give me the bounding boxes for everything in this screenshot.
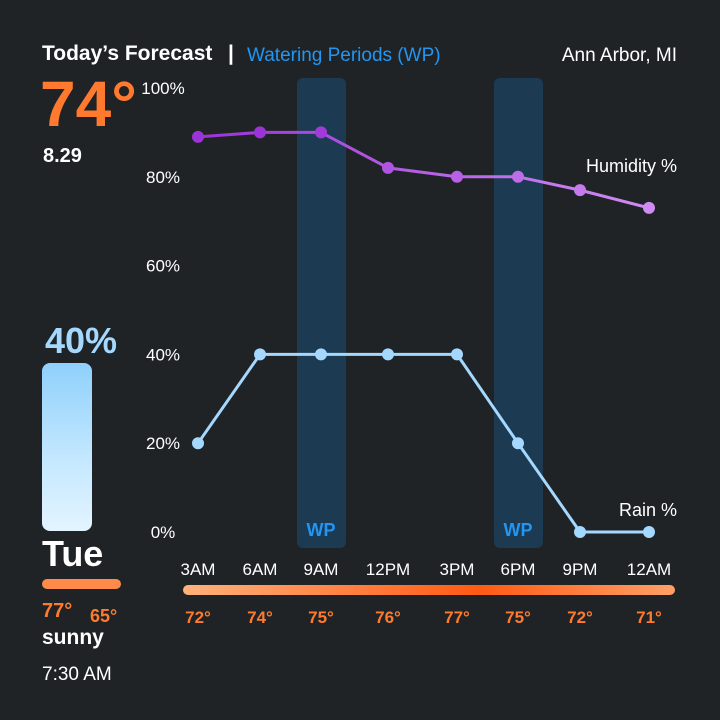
day-label: Tue	[42, 533, 104, 574]
x-tick-label: 3PM	[440, 560, 475, 579]
watering-period-band	[297, 78, 346, 548]
rain-point	[192, 437, 204, 450]
humidity-point	[512, 170, 524, 183]
humidity-line	[197, 130, 650, 210]
rain-point	[512, 437, 524, 450]
humidity-point	[574, 184, 586, 197]
rain-point	[315, 348, 327, 361]
day-underline	[42, 579, 121, 589]
humidity-point	[382, 161, 394, 174]
humidity-point	[315, 126, 327, 139]
hourly-temperature-label: 74°	[247, 608, 273, 627]
hourly-temperature-label: 75°	[308, 608, 334, 627]
x-tick-label: 12AM	[627, 560, 671, 579]
rain-point	[254, 348, 266, 361]
hourly-temperature-label: 72°	[567, 608, 593, 627]
hourly-temperature-bar	[183, 585, 675, 595]
current-time: 7:30 AM	[42, 664, 112, 685]
rain-line	[196, 352, 649, 534]
hourly-temperature-label: 76°	[375, 608, 401, 627]
humidity-point	[643, 201, 655, 214]
watering-period-label: WP	[307, 520, 336, 540]
watering-period-label: WP	[504, 520, 533, 540]
humidity-series-label: Humidity %	[586, 156, 677, 176]
watering-period-band	[494, 78, 543, 548]
humidity-point	[254, 126, 266, 139]
rain-series-label: Rain %	[619, 500, 677, 520]
x-tick-label: 6AM	[243, 560, 278, 579]
x-tick-label: 9AM	[304, 560, 339, 579]
current-temperature: 74°	[40, 68, 137, 140]
rain-point	[451, 348, 463, 361]
page-title: Today’s Forecast	[42, 42, 213, 65]
y-tick-label: 20%	[146, 434, 180, 453]
rain-point	[382, 348, 394, 361]
x-tick-label: 3AM	[181, 560, 216, 579]
humidity-point	[192, 130, 204, 143]
y-tick-label: 100%	[141, 79, 184, 98]
watering-periods-legend: Watering Periods (WP)	[247, 45, 441, 66]
high-temperature: 77°	[42, 600, 73, 622]
pressure-value: 8.29	[43, 145, 82, 167]
rain-point	[643, 526, 655, 538]
rain-point	[574, 526, 586, 538]
y-tick-label: 80%	[146, 168, 180, 187]
rain-chance-bar	[42, 363, 92, 531]
humidity-point	[451, 170, 463, 183]
x-tick-label: 12PM	[366, 560, 410, 579]
hourly-temperature-label: 77°	[444, 608, 470, 627]
y-tick-label: 40%	[146, 345, 180, 364]
hourly-temperature-label: 75°	[505, 608, 531, 627]
x-tick-label: 9PM	[563, 560, 598, 579]
hourly-temperature-label: 71°	[636, 608, 662, 627]
hourly-temperature-label: 72°	[185, 608, 211, 627]
rain-chance-value: 40%	[45, 320, 118, 361]
weather-condition: sunny	[42, 626, 104, 649]
y-tick-label: 60%	[146, 257, 180, 276]
low-temperature: 65°	[90, 606, 118, 626]
y-tick-label: 0%	[151, 523, 176, 542]
location-label: Ann Arbor, MI	[561, 45, 677, 66]
x-tick-label: 6PM	[501, 560, 536, 579]
title-separator: |	[228, 42, 234, 65]
